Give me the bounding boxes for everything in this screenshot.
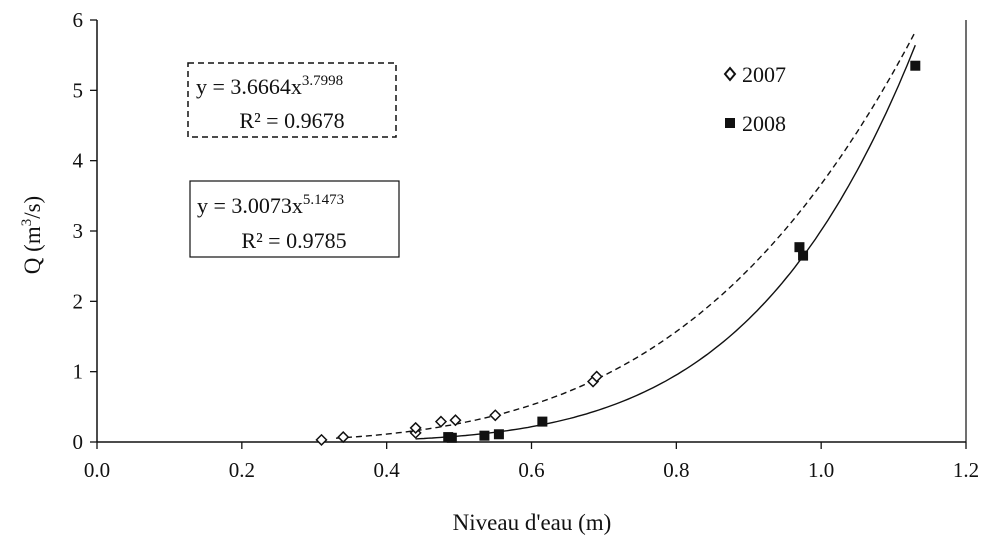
r-squared-2007: R² = 0.9678 [239,108,344,133]
y-tick-label: 6 [73,8,84,32]
y-axis-title: Q (m3/s) [19,196,45,274]
data-point-2007 [489,409,502,422]
y-axis-title-main: Q (m [20,226,45,274]
legend-marker-2008 [725,118,735,128]
equation-2007-base: y = 3.6664x [196,74,302,99]
x-tick-label: 1.2 [953,458,979,482]
data-point-2007 [434,415,448,428]
y-tick-label: 3 [73,219,84,243]
legend-label-2007: 2007 [742,62,786,87]
y-tick-label: 4 [73,149,84,173]
data-point-2008 [493,429,504,440]
equation-2007-exponent: 3.7998 [302,73,343,89]
data-point-2007 [449,414,462,427]
svg-text:Q (m3/s): Q (m3/s) [19,196,45,274]
fit-curve-2007 [335,31,916,439]
equation-box-2007: y = 3.6664x3.7998 R² = 0.9678 [187,62,397,138]
data-point-2008 [537,416,548,427]
x-tick-label: 0.0 [84,458,110,482]
y-tick-label: 0 [73,430,84,454]
y-axis-title-sup: 3 [19,219,35,227]
data-point-2008 [910,60,921,71]
x-tick-label: 0.4 [374,458,401,482]
y-axis-title-tail: /s) [20,196,45,219]
x-tick-label: 1.0 [808,458,834,482]
data-point-2007 [590,370,603,383]
legend-label-2008: 2008 [742,111,786,136]
data-point-2007 [315,433,328,446]
equation-box-2008: y = 3.0073x5.1473 R² = 0.9785 [189,180,400,258]
equation-2008-base: y = 3.0073x [197,193,303,218]
data-point-2008 [798,250,809,261]
data-point-2008 [446,432,457,443]
equation-2007: y = 3.6664x3.7998 [196,73,343,99]
x-tick-label: 0.2 [229,458,255,482]
legend: 2007 2008 [723,62,786,136]
x-tick-label: 0.8 [663,458,689,482]
data-point-2008 [794,242,805,253]
r-squared-2008: R² = 0.9785 [241,228,346,253]
x-tick-label: 0.6 [518,458,544,482]
y-tick-label: 5 [73,78,84,102]
x-axis-title: Niveau d'eau (m) [453,510,612,535]
data-point-2007 [409,421,422,434]
y-tick-label: 1 [73,360,84,384]
fit-curve-2008 [415,44,916,440]
plot-area: 0.0 0.2 0.4 0.6 0.8 1.0 1.2 0 1 2 3 4 5 6 [73,8,980,482]
y-tick-label: 2 [73,289,84,313]
equation-box-2008-frame [189,180,400,258]
equation-2008-exponent: 5.1473 [303,192,344,208]
data-point-2008 [479,430,490,441]
equation-box-2007-frame [187,62,397,138]
data-point-2007 [337,431,350,444]
equation-2008: y = 3.0073x5.1473 [197,192,344,218]
legend-marker-2007 [723,66,737,82]
